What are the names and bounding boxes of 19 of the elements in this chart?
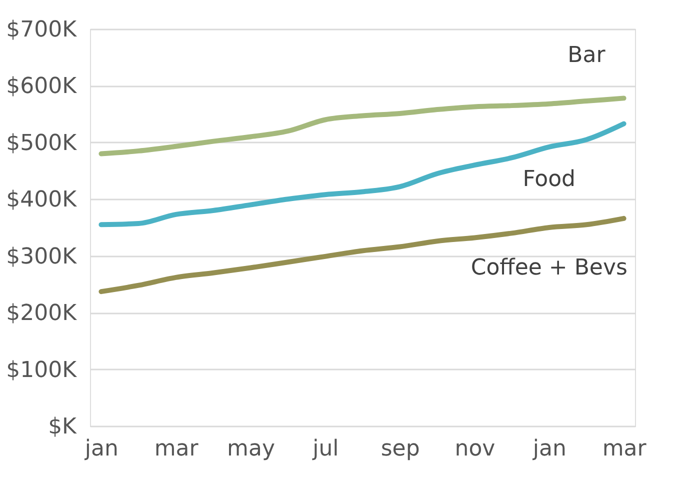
- y-tick-label: $700K: [6, 18, 78, 42]
- x-tick-label: may: [227, 436, 275, 462]
- x-tick-label: sep: [380, 436, 420, 462]
- x-tick-label: jan: [84, 436, 118, 462]
- x-tick-label: jan: [532, 436, 566, 462]
- series-label: Coffee + Bevs: [470, 256, 628, 280]
- series-label: Food: [522, 166, 576, 192]
- y-tick-label: $300K: [6, 244, 78, 270]
- y-tick-label: $500K: [6, 130, 78, 156]
- y-tick-label: $K: [48, 414, 78, 440]
- y-tick-label: $200K: [6, 301, 78, 326]
- y-tick-label: $600K: [6, 74, 78, 100]
- series-label: Bar: [568, 43, 606, 68]
- x-tick-label: mar: [154, 436, 200, 462]
- y-tick-label: $100K: [6, 358, 78, 383]
- x-tick-label: nov: [454, 436, 496, 462]
- x-tick-label: mar: [602, 436, 648, 462]
- x-tick-label: jul: [312, 436, 339, 462]
- y-tick-label: $400K: [6, 188, 78, 213]
